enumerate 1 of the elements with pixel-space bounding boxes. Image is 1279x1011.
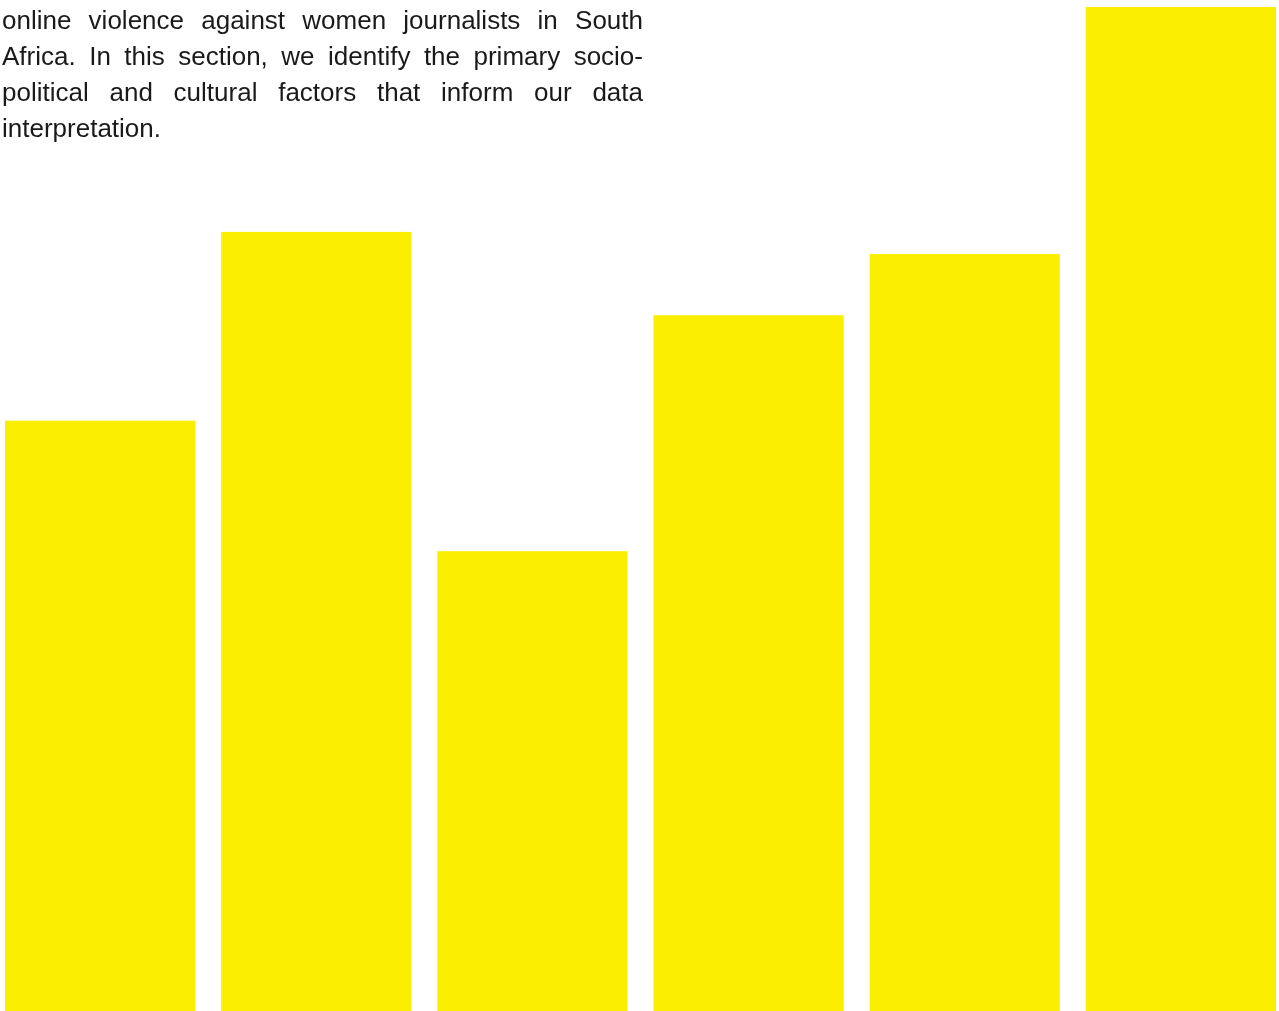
annotation: online violence against women journalists in South Africa. In this section, we identify the primary socio-political and cultural factors that inform our data interpretation. xyxy=(2,4,643,145)
